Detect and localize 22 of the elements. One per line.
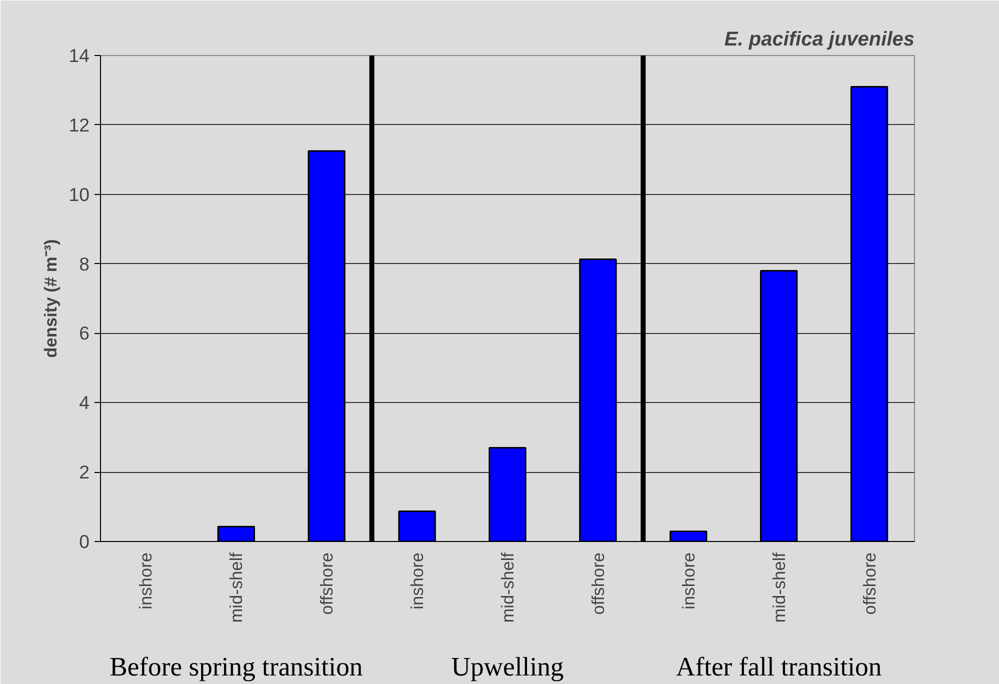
y-tick-label: 4: [79, 392, 90, 414]
text: Before spring transition: [110, 652, 363, 682]
x-tick-label: mid-shelf: [768, 552, 789, 623]
y-axis-title: density (# m⁻³): [40, 239, 61, 358]
y-tick-label: 0: [79, 531, 90, 552]
y-tick-label: 2: [79, 462, 90, 483]
y-tick-label: 14: [68, 45, 90, 66]
x-tick-label: inshore: [136, 552, 156, 610]
x-tick-label: mid-shelf: [226, 552, 246, 623]
x-tick-label: offshore: [588, 552, 608, 615]
y-tick-label: 6: [79, 322, 90, 344]
y-tick-label: 12: [68, 114, 90, 136]
y-tick-label: 8: [79, 253, 90, 274]
x-tick-label: inshore: [407, 552, 428, 610]
x-tick-label: mid-shelf: [498, 552, 518, 623]
x-tick-label: inshore: [678, 552, 698, 610]
text: Upwelling: [451, 652, 564, 682]
y-tick-label: 10: [68, 184, 90, 205]
x-tick-label: offshore: [316, 552, 337, 615]
chart-title: E. pacifica juveniles: [724, 28, 915, 50]
x-tick-label: offshore: [859, 552, 880, 615]
text: After fall transition: [676, 652, 882, 682]
